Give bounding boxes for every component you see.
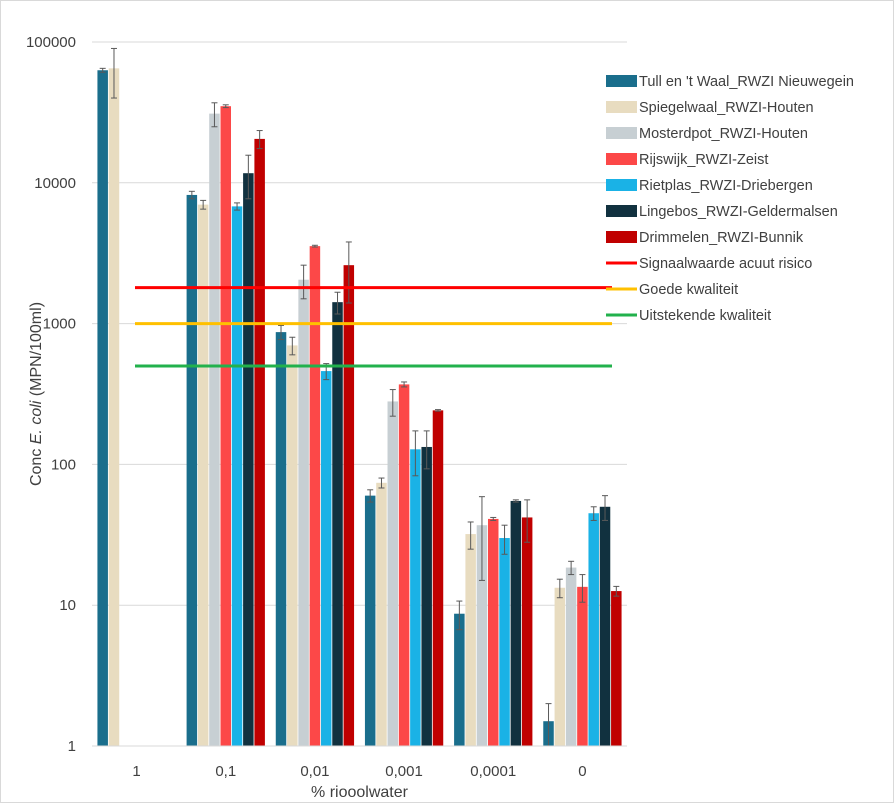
bar: [97, 70, 108, 746]
legend-label: Drimmelen_RWZI-Bunnik: [639, 230, 804, 246]
legend-swatch: [606, 127, 637, 139]
legend-label: Goede kwaliteit: [639, 282, 738, 298]
legend-swatch: [606, 205, 637, 217]
bar: [454, 613, 465, 746]
bar: [521, 517, 533, 746]
bar: [254, 138, 265, 747]
legend-swatch: [606, 153, 637, 165]
legend-swatch: [606, 101, 637, 113]
y-axis-title: Conc E. coli (MPN/100ml): [28, 302, 45, 486]
y-tick-label: 1: [68, 738, 76, 755]
bar: [343, 265, 355, 746]
bar: [476, 525, 488, 746]
bar: [231, 206, 243, 746]
legend-label: Rijswijk_RWZI-Zeist: [639, 152, 768, 168]
bar: [309, 246, 321, 746]
y-tick-label: 100000: [26, 34, 76, 51]
legend-label: Tull en 't Waal_RWZI Nieuwegein: [639, 74, 854, 90]
bar: [510, 500, 522, 746]
bar: [577, 586, 588, 746]
x-tick-label: 0: [578, 763, 586, 780]
bar: [108, 68, 120, 746]
y-tick-label: 10: [59, 597, 76, 614]
x-tick-label: 0,001: [385, 763, 423, 780]
bar: [364, 495, 376, 746]
bar: [565, 567, 577, 746]
bar: [421, 446, 432, 746]
bar: [186, 194, 198, 747]
x-tick-label: 0,1: [215, 763, 236, 780]
bar: [398, 384, 410, 746]
x-axis-title: % riooolwater: [311, 784, 409, 801]
bars: [97, 68, 622, 747]
bar: [376, 482, 387, 746]
bar: [287, 345, 298, 746]
legend-label: Lingebos_RWZI-Geldermalsen: [639, 204, 838, 220]
legend-label: Rietplas_RWZI-Driebergen: [639, 178, 813, 194]
y-axis-title-prefix: Conc: [28, 444, 45, 486]
x-tick-label: 1: [132, 763, 140, 780]
x-tick-labels: 1 0,1 0,01 0,001 0,0001 0: [132, 763, 586, 780]
bar: [465, 534, 476, 746]
legend-swatch: [606, 75, 637, 87]
bar: [298, 279, 309, 746]
y-tick-labels: 1 10 100 1000 10000 100000: [26, 34, 76, 755]
bar: [220, 106, 231, 747]
y-axis-title-unit: (MPN/100ml): [28, 302, 45, 401]
reference-lines: [135, 286, 612, 368]
legend: Tull en 't Waal_RWZI Nieuwegein Spiegelwa…: [606, 74, 854, 324]
bar: [320, 371, 332, 746]
bar: [588, 513, 599, 746]
x-tick-label: 0,01: [300, 763, 329, 780]
x-tick-label: 0,0001: [470, 763, 516, 780]
legend-label: Uitstekende kwaliteit: [639, 308, 771, 324]
bar: [275, 332, 287, 746]
y-tick-label: 100: [51, 456, 76, 473]
bar: [410, 449, 421, 746]
legend-label: Mosterdpot_RWZI-Houten: [639, 126, 808, 142]
legend-swatch: [606, 179, 637, 191]
bar: [499, 538, 510, 746]
bar: [554, 587, 566, 746]
bar: [243, 173, 254, 746]
bar: [387, 401, 399, 746]
bar: [209, 113, 220, 746]
y-axis-title-organism: E. coli: [28, 400, 45, 444]
legend-swatch: [606, 231, 637, 243]
y-tick-label: 1000: [43, 316, 76, 333]
bar: [332, 302, 343, 746]
bar: [432, 410, 444, 746]
bar: [599, 506, 611, 746]
y-tick-label: 10000: [34, 175, 76, 192]
bar: [197, 204, 209, 746]
bar: [611, 591, 622, 746]
error-bars: [99, 47, 620, 747]
bar: [488, 518, 499, 746]
legend-label: Spiegelwaal_RWZI-Houten: [639, 100, 814, 116]
legend-label: Signaalwaarde acuut risico: [639, 256, 812, 272]
